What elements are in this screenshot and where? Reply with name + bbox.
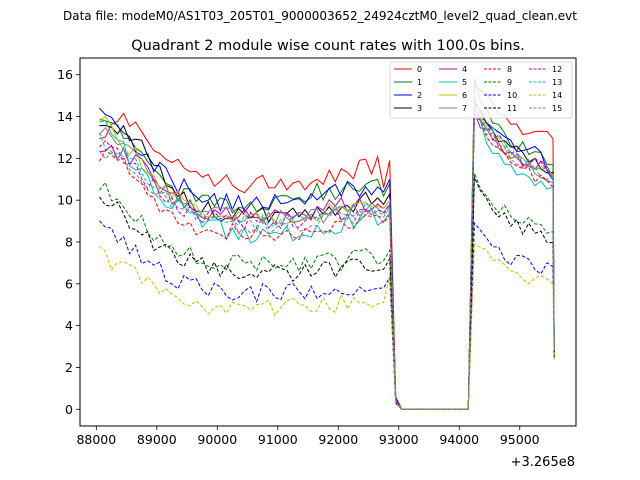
legend-label-0: 0 — [417, 65, 422, 74]
y-tick-label: 14 — [57, 109, 73, 124]
legend-label-7: 7 — [462, 104, 467, 113]
x-tick-label: 95000 — [500, 432, 540, 447]
legend-label-12: 12 — [552, 65, 562, 74]
series-line-14 — [99, 243, 555, 410]
x-tick-label: 89000 — [137, 432, 177, 447]
series-line-13 — [98, 101, 555, 410]
legend-label-13: 13 — [552, 78, 562, 87]
series-line-12 — [99, 106, 555, 410]
x-offset-label: +3.265e8 — [511, 455, 575, 470]
y-tick-label: 2 — [65, 360, 73, 375]
plot-frame — [79, 57, 577, 427]
x-axis: 88000 89000 90000 91000 92000 93000 94000 95000 — [76, 426, 540, 447]
legend-label-9: 9 — [507, 78, 512, 87]
series-line-8 — [98, 113, 555, 410]
legend-label-8: 8 — [507, 65, 512, 74]
x-tick-label: 92000 — [318, 432, 358, 447]
series-line-10 — [99, 220, 555, 410]
chart-title: Quadrant 2 module wise count rates with … — [131, 38, 525, 54]
y-axis: 0 2 4 6 8 10 12 14 16 — [57, 67, 80, 417]
x-tick-label: 93000 — [379, 432, 419, 447]
legend-label-15: 15 — [552, 104, 562, 113]
y-tick-label: 0 — [65, 402, 73, 417]
legend-label-11: 11 — [507, 104, 517, 113]
x-tick-label: 88000 — [76, 432, 116, 447]
x-tick-label: 94000 — [439, 432, 479, 447]
legend-label-2: 2 — [417, 91, 422, 100]
series-line-11 — [98, 176, 555, 410]
legend-label-4: 4 — [462, 65, 467, 74]
y-tick-label: 16 — [57, 67, 73, 82]
chart-suptitle: Data file: modeM0/AS1T03_205T01_90000036… — [63, 9, 577, 23]
legend-label-5: 5 — [462, 78, 467, 87]
plot-area — [80, 58, 576, 426]
y-tick-label: 6 — [65, 276, 73, 291]
legend-label-14: 14 — [552, 91, 562, 100]
y-tick-label: 12 — [57, 151, 73, 166]
legend-label-10: 10 — [507, 91, 517, 100]
x-tick-label: 91000 — [258, 432, 298, 447]
y-tick-label: 4 — [65, 318, 73, 333]
legend-label-6: 6 — [462, 91, 467, 100]
y-tick-label: 10 — [57, 193, 73, 208]
x-tick-label: 90000 — [197, 432, 237, 447]
y-tick-label: 8 — [65, 235, 73, 250]
legend-label-1: 1 — [417, 78, 422, 87]
legend-label-3: 3 — [417, 104, 422, 113]
series-line-15 — [99, 108, 555, 410]
legend-frame — [389, 61, 573, 119]
series-line-9 — [99, 172, 555, 410]
